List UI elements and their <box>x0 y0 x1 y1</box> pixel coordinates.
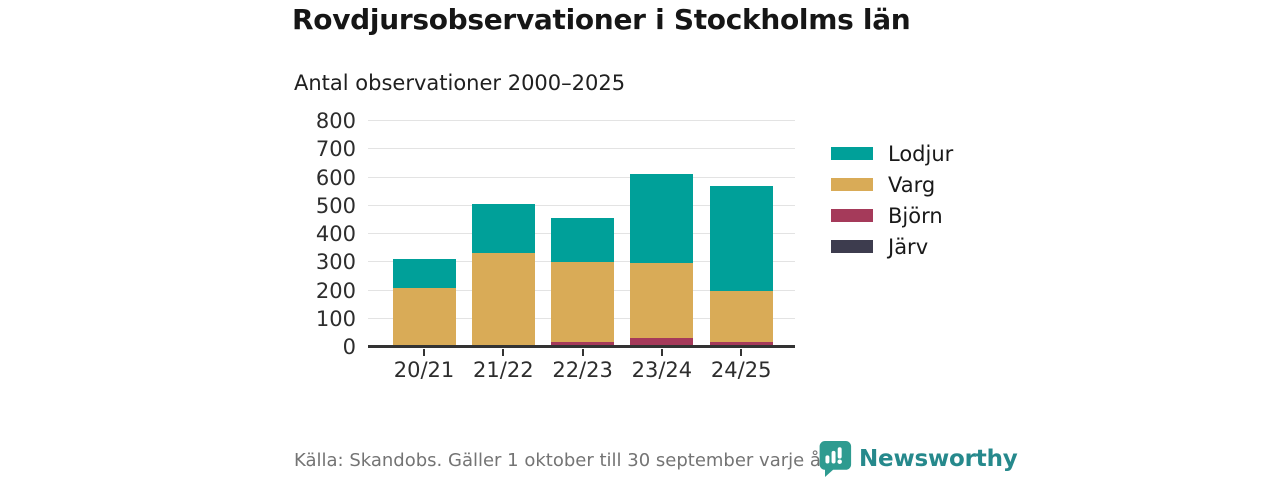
bar-segment-varg-20-21 <box>392 287 456 345</box>
gridline-500 <box>368 204 795 206</box>
newsworthy-logo-icon <box>819 441 852 477</box>
legend-label-lodjur: Lodjur <box>888 141 954 166</box>
bar-segment-varg-22-23 <box>551 262 615 343</box>
chart-subtitle: Antal observationer 2000–2025 <box>294 71 626 95</box>
y-tick-label-300: 300 <box>315 250 356 275</box>
x-tick-label-21-22: 21/22 <box>473 358 534 382</box>
logo-bar-chart-glyph <box>825 447 842 464</box>
x-tick-mark-24-25 <box>740 349 743 356</box>
brand-name: Newsworthy <box>859 446 1018 472</box>
bar-segment-varg-24-25 <box>709 290 773 343</box>
legend: Lodjur Varg Björn Järv <box>831 142 953 266</box>
x-tick-mark-21-22 <box>502 349 505 356</box>
legend-label-björn: Björn <box>888 203 943 228</box>
y-tick-label-700: 700 <box>315 137 356 162</box>
x-tick-label-22-23: 22/23 <box>552 358 613 382</box>
gridline-800 <box>368 120 795 121</box>
x-tick-mark-22-23 <box>581 349 584 356</box>
y-tick-label-400: 400 <box>315 222 356 246</box>
x-axis-line <box>368 345 795 348</box>
legend-swatch-järv <box>831 240 873 253</box>
bar-segment-lodjur-22-23 <box>551 217 615 263</box>
y-tick-label-500: 500 <box>315 193 356 218</box>
brand-logo: Newsworthy <box>816 440 1018 478</box>
x-tick-label-24-25: 24/25 <box>710 358 772 382</box>
plot-area: 20/21 21/22 22/23 23/24 24/25 <box>368 120 795 382</box>
bar-segment-lodjur-21-22 <box>471 204 535 253</box>
legend-item-björn: Björn <box>831 203 953 228</box>
bar-segment-varg-23-24 <box>630 263 694 338</box>
chart-card: Rovdjursobservationer i Stockholms län A… <box>290 0 1018 480</box>
x-tick-mark-23-24 <box>660 349 663 356</box>
bar-segment-lodjur-20-21 <box>392 259 456 288</box>
bar-24-25 <box>709 186 773 347</box>
bar-22-23 <box>551 217 615 347</box>
bar-segment-björn-22-23 <box>551 342 615 347</box>
legend-label-järv: Järv <box>888 234 929 259</box>
source-note: Källa: Skandobs. Gäller 1 oktober till 3… <box>294 450 833 471</box>
legend-swatch-varg <box>831 178 873 191</box>
y-tick-label-800: 800 <box>315 109 356 133</box>
bar-23-24 <box>630 173 694 347</box>
legend-item-varg: Varg <box>831 172 953 197</box>
bar-segment-lodjur-24-25 <box>709 186 773 291</box>
bar-segment-lodjur-23-24 <box>630 173 694 264</box>
gridline-700 <box>368 148 795 150</box>
bar-21-22 <box>471 204 535 347</box>
bar-segment-björn-23-24 <box>630 337 694 347</box>
legend-swatch-lodjur <box>831 147 873 160</box>
legend-item-lodjur: Lodjur <box>831 141 954 166</box>
y-tick-label-100: 100 <box>315 306 356 331</box>
bar-segment-varg-21-22 <box>471 252 535 345</box>
y-tick-label-200: 200 <box>315 278 356 303</box>
gridline-600 <box>368 176 795 178</box>
legend-label-varg: Varg <box>888 172 936 197</box>
y-tick-label-0: 0 <box>342 335 356 359</box>
x-tick-label-23-24: 23/24 <box>631 358 693 382</box>
legend-item-järv: Järv <box>831 234 953 259</box>
y-tick-label-600: 600 <box>315 165 356 190</box>
x-tick-mark-20-21 <box>423 349 425 356</box>
bar-20-21 <box>392 259 456 347</box>
chart-title: Rovdjursobservationer i Stockholms län <box>292 3 911 36</box>
bar-segment-björn-24-25 <box>709 342 773 347</box>
legend-swatch-björn <box>831 209 873 222</box>
x-tick-label-20-21: 20/21 <box>393 358 455 382</box>
